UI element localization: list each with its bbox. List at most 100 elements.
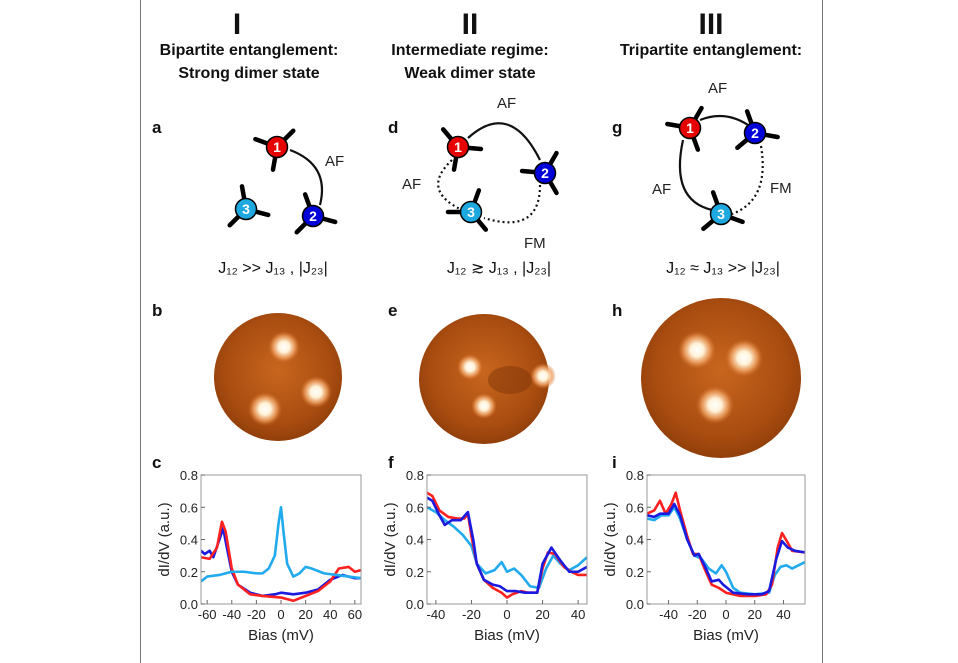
panel-label-i: i — [612, 453, 617, 472]
atom-3: 3 — [701, 190, 745, 232]
bond-label: AF — [402, 176, 421, 193]
series-line-1 — [647, 491, 805, 598]
figure-border-left — [140, 0, 141, 663]
plot-f: -40 -20 0 20 40 0.0 0.2 0.4 0.6 0.8 Bias (mV) dI/dV… — [382, 468, 588, 644]
atom-label: 2 — [751, 125, 759, 141]
atom-1: 1 — [253, 128, 296, 172]
atom-label: 1 — [454, 139, 462, 155]
bond-label: FM — [770, 180, 792, 197]
atom-label: 1 — [273, 139, 281, 155]
stm-image-h — [641, 298, 801, 458]
bond-af-13 — [678, 139, 713, 212]
panel-label-c: c — [152, 453, 161, 472]
x-tick-label: 20 — [747, 607, 761, 622]
coupling-equations: J₁₂ >> J₁₃ , |J₂₃| J₁₂ ≳ J₁₃ , |J₂₃| J₁₂… — [218, 260, 780, 277]
x-tick-label: 60 — [348, 607, 362, 622]
equation: J₁₂ ≳ J₁₃ , |J₂₃| — [447, 260, 551, 277]
x-tick-label: 20 — [535, 607, 549, 622]
numeral-I: I — [233, 8, 241, 41]
atom-circle — [265, 135, 289, 159]
bond-label: AF — [708, 80, 727, 97]
y-tick-label: 0.6 — [180, 500, 198, 515]
atom-label: 3 — [467, 204, 475, 220]
y-tick-label: 0.4 — [406, 533, 424, 548]
atom-circle — [678, 116, 702, 140]
stm-image-e — [419, 314, 556, 444]
x-axis-label: Bias (mV) — [693, 627, 759, 644]
x-tick-label: 40 — [323, 607, 337, 622]
y-tick-label: 0.2 — [406, 565, 424, 580]
bond-labels: AF AF AF FM AF AF FM — [325, 80, 792, 252]
column-subtitle: Strong dimer state — [178, 65, 319, 82]
y-tick-label: 0.8 — [406, 468, 424, 483]
panel-label-h: h — [612, 301, 622, 320]
bond-fm-23 — [483, 184, 542, 224]
y-tick-label: 0.2 — [626, 565, 644, 580]
atom-circle — [709, 202, 733, 226]
bond-label: AF — [497, 95, 516, 112]
panel-label-f: f — [388, 453, 394, 472]
atom-circle — [459, 200, 483, 224]
atoms: 1 2 3 1 2 3 1 2 3 — [227, 105, 780, 235]
x-tick-label: -20 — [247, 607, 266, 622]
x-tick-label: 0 — [503, 607, 510, 622]
bond-af-12 — [699, 114, 749, 126]
bond-af-12 — [289, 148, 324, 206]
panel-label-b: b — [152, 301, 162, 320]
y-tick-label: 0.0 — [180, 597, 198, 612]
column-subtitle: Weak dimer state — [404, 65, 535, 82]
plot-i: -40 -20 0 20 40 0.0 0.2 0.4 0.6 0.8 Bias (mV) dI/dV… — [602, 468, 806, 644]
y-tick-label: 0.0 — [406, 597, 424, 612]
series-line-1 — [201, 520, 361, 603]
x-tick-label: -60 — [198, 607, 217, 622]
atom-circle — [743, 121, 767, 145]
atom-3: 3 — [445, 188, 489, 232]
x-tick-label: -20 — [688, 607, 707, 622]
y-tick-label: 0.6 — [626, 500, 644, 515]
x-tick-label: 0 — [277, 607, 284, 622]
atom-label: 3 — [242, 201, 250, 217]
x-tick-label: -40 — [426, 607, 445, 622]
panel-label-e: e — [388, 301, 397, 320]
x-tick-label: 40 — [776, 607, 790, 622]
y-axis-label: dI/dV (a.u.) — [602, 502, 619, 576]
x-tick-label: 20 — [298, 607, 312, 622]
x-tick-label: -40 — [659, 607, 678, 622]
numeral-II: II — [462, 8, 479, 41]
y-axis-label: dI/dV (a.u.) — [156, 502, 173, 576]
bond-af-12 — [467, 122, 541, 161]
x-tick-label: -20 — [462, 607, 481, 622]
atom-1: 1 — [440, 127, 484, 172]
atom-label: 3 — [717, 206, 725, 222]
bonds — [289, 114, 764, 224]
x-tick-label: -40 — [222, 607, 241, 622]
numeral-III: III — [698, 8, 723, 41]
atom-1: 1 — [665, 105, 704, 152]
y-tick-label: 0.6 — [406, 500, 424, 515]
y-tick-label: 0.8 — [180, 468, 198, 483]
column-title: Bipartite entanglement: — [160, 42, 339, 59]
y-tick-label: 0.4 — [180, 533, 198, 548]
stm-image-b — [214, 313, 342, 441]
atom-label: 1 — [686, 120, 694, 136]
equation: J₁₂ >> J₁₃ , |J₂₃| — [218, 260, 327, 277]
x-tick-label: 40 — [571, 607, 585, 622]
atom-2: 2 — [735, 109, 780, 151]
x-axis-label: Bias (mV) — [474, 627, 540, 644]
series-line-0 — [647, 505, 805, 596]
x-tick-label: 0 — [722, 607, 729, 622]
atom-label: 2 — [309, 208, 317, 224]
bond-label: AF — [652, 181, 671, 198]
series-line-0 — [427, 506, 587, 590]
column-title: Intermediate regime: — [391, 42, 548, 59]
panel-label-d: d — [388, 118, 398, 137]
equation: J₁₂ ≈ J₁₃ >> |J₂₃| — [666, 260, 780, 277]
bond-label: FM — [524, 235, 546, 252]
y-axis-label: dI/dV (a.u.) — [382, 502, 399, 576]
atom-circle — [533, 161, 557, 185]
figure-border-right — [822, 0, 823, 663]
bond-label: AF — [325, 153, 344, 170]
plot-frame — [426, 474, 588, 605]
y-tick-label: 0.8 — [626, 468, 644, 483]
column-headers: I Bipartite entanglement: Strong dimer s… — [160, 8, 802, 82]
